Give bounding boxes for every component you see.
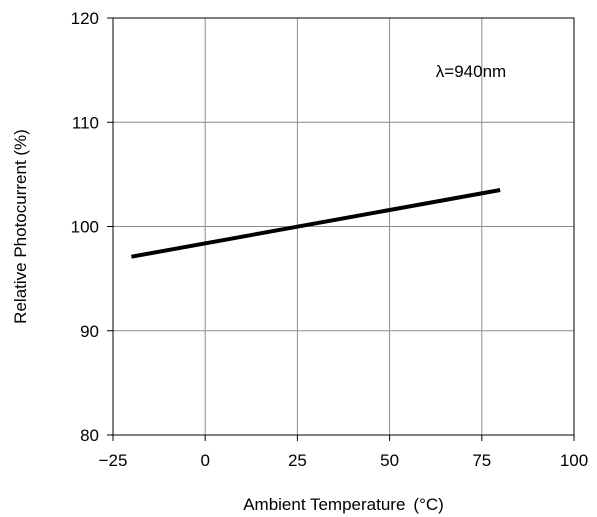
x-tick-label-3: 50 <box>380 451 399 470</box>
y-tick-label-3: 110 <box>72 113 99 132</box>
y-tick-label-4: 120 <box>71 9 99 28</box>
series-layer <box>131 188 501 259</box>
x-tick-label-1: 0 <box>200 451 209 470</box>
x-axis-title-unit: (°C) <box>413 495 443 514</box>
x-tick-label-5: 100 <box>560 451 588 470</box>
y-axis-ticks: 80 90 100 110 120 <box>71 9 113 445</box>
series-line-0 <box>131 188 501 259</box>
x-tick-label-0: −25 <box>99 451 128 470</box>
x-axis-title-text: Ambient Temperature <box>243 495 405 514</box>
y-tick-label-1: 90 <box>80 322 99 341</box>
y-tick-label-0: 80 <box>80 426 99 445</box>
x-tick-label-2: 25 <box>288 451 307 470</box>
x-tick-label-4: 75 <box>472 451 491 470</box>
x-axis-title: Ambient Temperature (°C) <box>243 495 444 514</box>
y-tick-label-2: 100 <box>71 218 99 237</box>
wavelength-annotation: λ=940nm <box>436 62 506 81</box>
y-axis-title: Relative Photocurrent (%) <box>11 129 30 324</box>
x-axis-ticks: −25 0 25 50 75 100 <box>99 435 588 470</box>
